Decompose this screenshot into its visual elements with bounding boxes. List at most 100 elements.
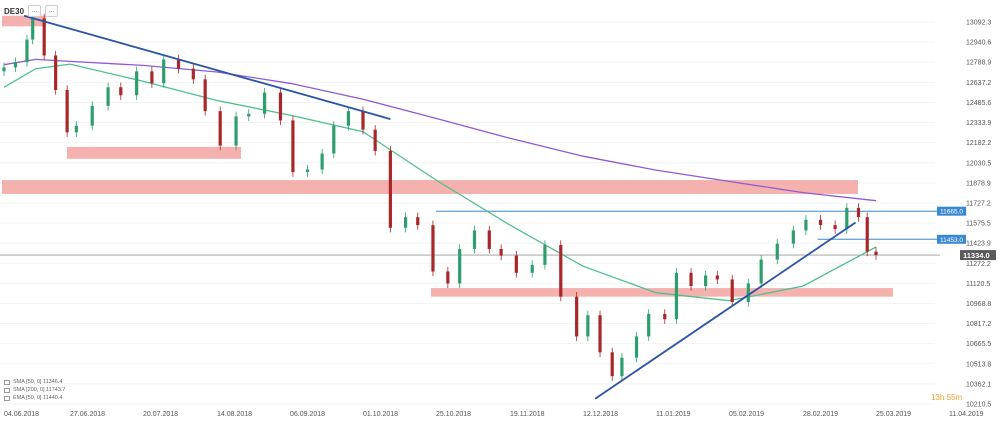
legend-swatch-icon [4, 387, 10, 393]
y-tick-label: 11878.9 [966, 180, 991, 187]
legend-item[interactable]: EMA [50, 0] 11440.4 [4, 394, 66, 402]
candle-countdown: 13h 55m [931, 393, 963, 402]
candle-body [332, 125, 336, 154]
x-tick-label: 06.09.2018 [290, 411, 325, 418]
legend-item[interactable]: SMA [200, 0] 11743.7 [4, 386, 66, 394]
x-tick-label: 12.12.2018 [583, 411, 618, 418]
resistance-zone [2, 180, 858, 194]
x-tick-label: 04.06.2018 [4, 411, 39, 418]
indicator-legend: SMA [50, 0] 11346.4 SMA [200, 0] 11743.7… [4, 378, 66, 402]
candle-body [346, 111, 350, 126]
candle-body [2, 67, 6, 72]
resistance-zone [67, 146, 241, 159]
candle-body [162, 59, 166, 84]
candle-body [598, 315, 602, 353]
candle-body [514, 255, 518, 273]
candle-body [499, 248, 503, 256]
candle-body [833, 225, 837, 230]
candle-body [874, 251, 878, 256]
x-tick-label: 25.10.2018 [436, 411, 471, 418]
y-tick-label: 11120.5 [966, 281, 990, 288]
candle-body [804, 219, 808, 231]
legend-item[interactable]: SMA [50, 0] 11346.4 [4, 378, 66, 386]
candle-body [54, 55, 58, 90]
ema50-line [3, 63, 877, 302]
candle-body [663, 313, 667, 320]
legend-swatch-icon [4, 395, 10, 401]
x-tick-label: 05.02.2019 [729, 411, 764, 418]
candle-body [746, 283, 750, 302]
candle-body [472, 230, 477, 249]
candle-body [530, 264, 534, 273]
y-tick-label: 10362.1 [966, 381, 991, 388]
candle-body [845, 207, 849, 230]
candle-body [458, 248, 462, 284]
candle-body [247, 113, 251, 117]
candle-body [431, 225, 435, 272]
candle-body [90, 105, 94, 126]
candle-body [176, 59, 181, 69]
horizontal-levels [0, 210, 940, 256]
candle-body [234, 116, 238, 146]
candle-body [865, 217, 869, 252]
candle-body [610, 352, 614, 377]
candle-body [263, 92, 267, 114]
candle-body [416, 217, 420, 226]
candle-body [730, 279, 734, 302]
candle-body [818, 219, 823, 226]
resistance-zone [431, 288, 893, 297]
candle-body [388, 150, 392, 228]
candle-body [305, 169, 310, 173]
candle-body [31, 18, 35, 40]
trendline [594, 221, 857, 400]
candle-body [119, 87, 123, 96]
candle-body [856, 207, 861, 218]
y-tick-label: 12333.9 [966, 120, 991, 127]
y-tick-label: 10968.8 [966, 301, 991, 308]
price-tag-label: 11665.0 [940, 209, 963, 216]
resistance-zone [2, 15, 46, 27]
candle-body [25, 39, 29, 63]
candle-body [291, 120, 295, 173]
y-tick-label: 12940.6 [966, 40, 991, 47]
candle-body [586, 315, 590, 337]
candle-body [373, 129, 377, 151]
timeframe-dropdown[interactable]: ... [28, 5, 42, 17]
candle-body [218, 111, 222, 146]
sma200-line [3, 58, 877, 202]
moving-averages [3, 58, 877, 302]
y-tick-label: 11423.9 [966, 241, 991, 248]
y-tick-label: 12030.5 [966, 160, 991, 167]
chart-type-dropdown[interactable]: ... [45, 5, 59, 17]
y-tick-label: 10513.8 [966, 361, 991, 368]
y-tick-label: 13092.3 [966, 20, 991, 27]
y-tick-label: 11727.2 [966, 200, 991, 207]
candle-body [559, 244, 563, 297]
y-tick-label: 12637.2 [966, 80, 991, 87]
price-tag-label: 11453.0 [940, 237, 963, 244]
candle-body [42, 18, 46, 56]
candle-body [74, 125, 78, 133]
current-price-label: 11334.0 [963, 251, 990, 260]
candlesticks [2, 13, 878, 381]
candle-body [487, 230, 491, 249]
candle-body [791, 230, 795, 244]
candle-body [150, 71, 154, 84]
candle-body [106, 87, 110, 106]
y-tick-label: 11272.2 [966, 261, 991, 268]
y-tick-label: 10210.5 [966, 401, 991, 408]
candle-body [320, 153, 324, 170]
x-tick-label: 14.08.2018 [217, 411, 252, 418]
candle-body [689, 272, 693, 287]
y-tick-label: 12788.9 [966, 60, 991, 67]
symbol-label: DE30 [4, 6, 25, 16]
y-tick-label: 12182.2 [966, 140, 991, 147]
candle-body [278, 92, 283, 121]
chart-toolbar: DE30 ... ... [4, 4, 59, 18]
y-axis: 13092.3 12940.6 12788.9 12637.2 12485.6 12333… [966, 20, 991, 409]
legend-label-ema50: EMA [50, 0] 11440.4 [13, 395, 63, 401]
candle-body [191, 68, 195, 80]
x-axis: 04.06.2018 27.06.2018 20.07.2018 14.08.2018… [4, 411, 984, 418]
